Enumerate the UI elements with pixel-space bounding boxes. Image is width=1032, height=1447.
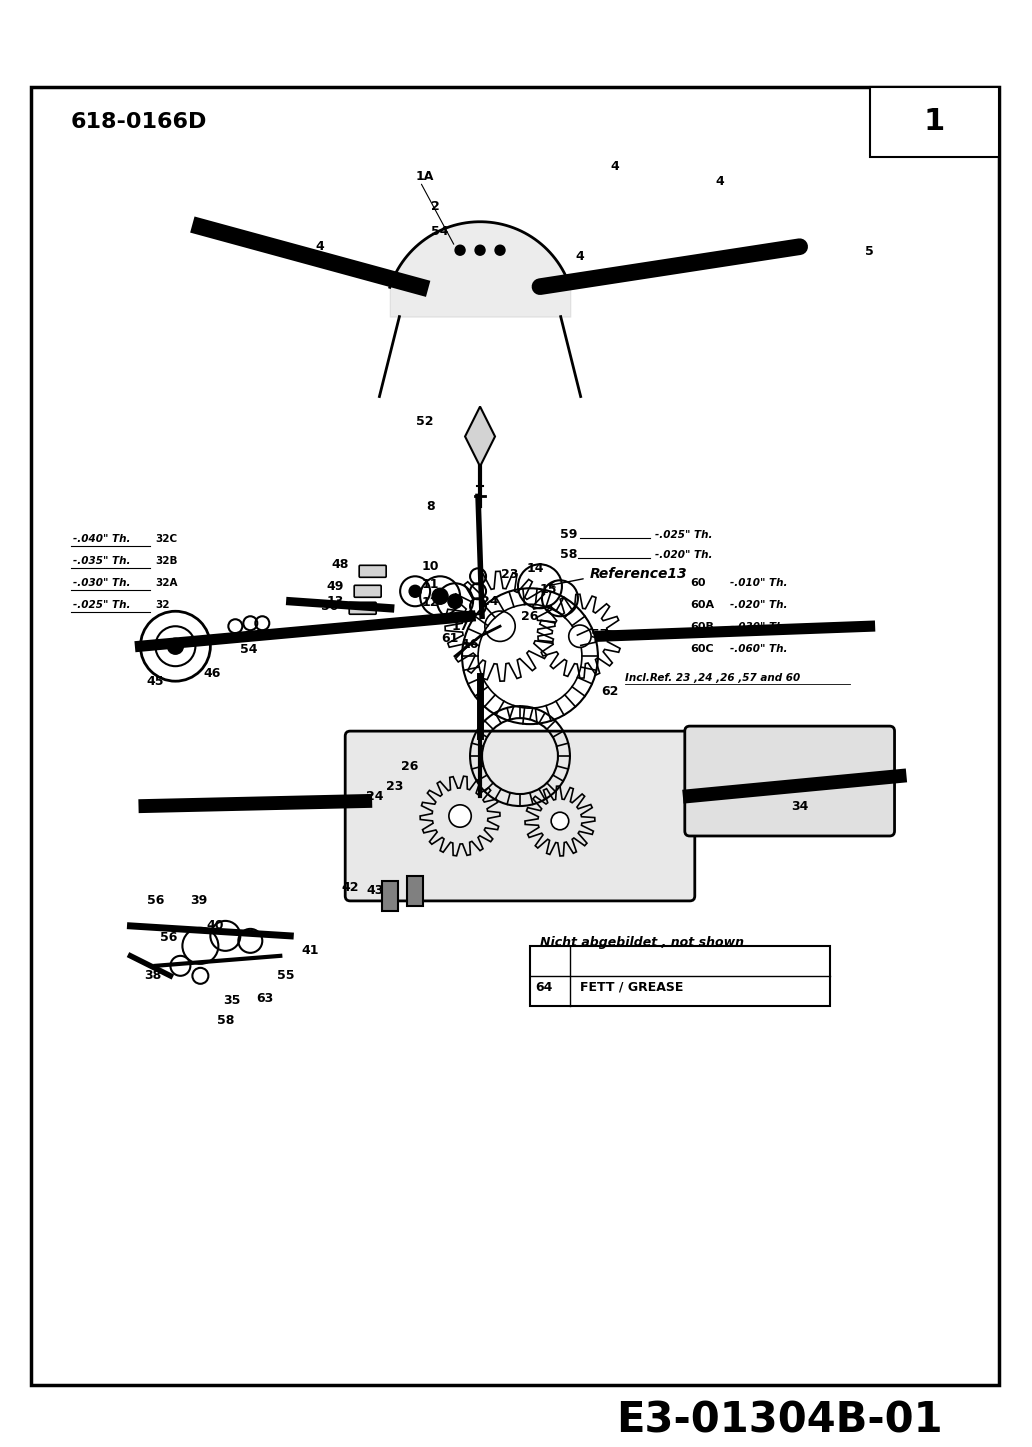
Circle shape [432,589,448,605]
Text: FETT / GREASE: FETT / GREASE [580,981,683,994]
Text: 58: 58 [560,548,577,561]
Circle shape [448,595,462,608]
Text: 56: 56 [147,894,164,907]
Circle shape [409,585,421,598]
Text: 24: 24 [366,790,384,803]
Circle shape [455,245,465,255]
Bar [382,881,398,912]
Text: 14: 14 [526,561,544,574]
Text: 48: 48 [331,557,349,570]
Text: 15: 15 [539,583,556,596]
Text: 11: 11 [421,577,439,590]
Text: 49: 49 [326,580,344,593]
Text: 60C: 60C [689,644,713,654]
FancyBboxPatch shape [685,726,895,836]
Text: 26: 26 [401,760,419,773]
Text: 4: 4 [611,161,619,174]
Text: 23: 23 [502,567,519,580]
Text: 40: 40 [206,919,224,932]
Text: -.040" Th.: -.040" Th. [72,534,130,544]
Bar [31,87,999,1385]
Circle shape [485,611,515,641]
Circle shape [475,245,485,255]
Text: -.025" Th.: -.025" Th. [655,531,712,540]
Text: 45: 45 [147,674,164,687]
Text: 55: 55 [277,969,294,983]
Text: -.030" Th.: -.030" Th. [730,622,787,632]
Text: -.025" Th.: -.025" Th. [72,601,130,611]
Circle shape [449,805,472,828]
Text: 35: 35 [224,994,241,1007]
Text: -.035" Th.: -.035" Th. [72,556,130,566]
Text: 4: 4 [715,175,724,188]
Text: 1A: 1A [416,171,434,184]
Text: 4: 4 [316,240,325,253]
Bar [408,875,423,906]
Text: 32: 32 [156,601,170,611]
Text: 2: 2 [430,200,440,213]
Text: 24: 24 [481,595,498,608]
Circle shape [551,812,569,829]
Text: 46: 46 [203,667,221,680]
Text: 52: 52 [416,415,433,428]
Text: 12: 12 [421,596,439,609]
Text: 16: 16 [461,638,479,651]
Text: 23: 23 [386,780,404,793]
Bar [530,946,830,1006]
Text: 5: 5 [865,245,874,258]
Text: 62: 62 [602,684,618,697]
Text: 618-0166D: 618-0166D [70,111,206,132]
Circle shape [167,638,184,654]
Text: 26: 26 [521,609,539,622]
Text: 60: 60 [689,579,705,589]
Circle shape [569,625,591,647]
Polygon shape [465,407,495,466]
Text: 41: 41 [301,945,319,958]
Text: 32A: 32A [156,579,178,589]
Text: 54: 54 [431,226,449,239]
Text: 60A: 60A [689,601,714,611]
Text: 13: 13 [326,595,344,608]
Text: 63: 63 [257,993,273,1006]
Text: 1: 1 [924,107,945,136]
Text: 59: 59 [560,528,577,541]
Text: 43: 43 [366,884,384,897]
Text: 50: 50 [322,599,338,612]
Text: 17: 17 [451,619,469,632]
Text: 60B: 60B [689,622,714,632]
FancyBboxPatch shape [354,585,381,598]
FancyBboxPatch shape [349,602,377,615]
Text: Nicht abgebildet , not shown: Nicht abgebildet , not shown [540,936,744,949]
Text: 8: 8 [426,499,434,512]
Text: 32B: 32B [156,556,178,566]
Text: -.010" Th.: -.010" Th. [730,579,787,589]
Text: -.060" Th.: -.060" Th. [730,644,787,654]
Text: 57: 57 [591,628,609,641]
Text: 34: 34 [791,800,808,813]
Text: -.020" Th.: -.020" Th. [730,601,787,611]
Text: -.030" Th.: -.030" Th. [72,579,130,589]
Text: 38: 38 [143,969,161,983]
Text: 39: 39 [190,894,207,907]
Text: 58: 58 [217,1014,234,1027]
Text: Reference13: Reference13 [590,567,687,582]
Text: 32C: 32C [156,534,178,544]
Text: 56: 56 [160,932,178,945]
Bar [870,87,999,156]
Text: -.020" Th.: -.020" Th. [655,550,712,560]
Text: Incl.Ref. 23 ,24 ,26 ,57 and 60: Incl.Ref. 23 ,24 ,26 ,57 and 60 [624,673,800,683]
Text: E3-01304B-01: E3-01304B-01 [616,1399,943,1441]
Circle shape [495,245,505,255]
Text: 54: 54 [239,642,257,655]
Text: 61: 61 [442,632,459,645]
Text: 42: 42 [342,881,359,894]
FancyBboxPatch shape [346,731,695,901]
Text: 4: 4 [576,250,584,263]
Text: 10: 10 [421,560,439,573]
FancyBboxPatch shape [359,566,386,577]
Text: 64: 64 [535,981,552,994]
